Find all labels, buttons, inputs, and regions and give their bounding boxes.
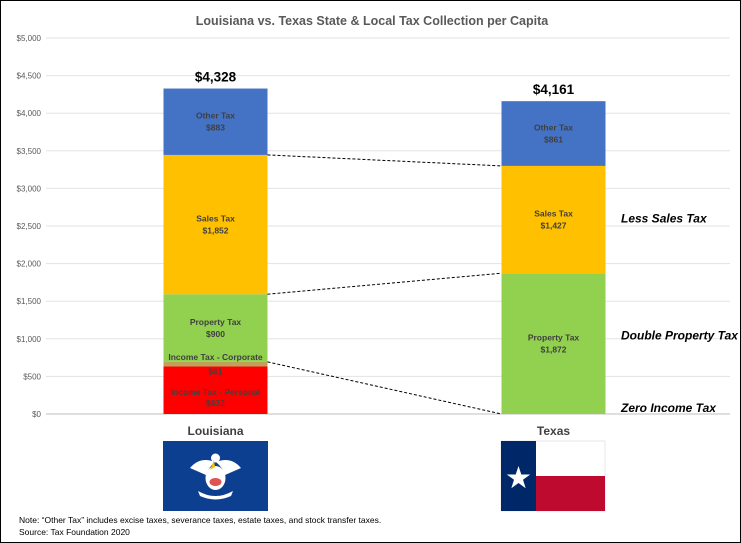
segment-value-label: $900 [206,329,225,339]
source-text: Source: Tax Foundation 2020 [19,527,130,537]
bar-total-label: $4,328 [195,70,237,85]
bar-segment [163,294,268,362]
y-tick-label: $2,500 [17,222,42,231]
segment-name-label: Sales Tax [534,209,573,219]
annotations: Less Sales Tax Double Property Tax Zero In… [620,212,739,415]
segment-name-label: Other Tax [196,111,235,121]
segment-name-label: Property Tax [528,333,580,343]
y-tick-label: $4,000 [17,109,42,118]
louisiana-flag-pelican-icon [163,441,268,511]
connector-property-top [267,272,502,295]
texas-flag-icon [500,440,606,512]
connector-sales-top [267,154,502,167]
bar-segment [163,154,268,295]
gridlines [46,37,730,415]
y-tick-label: $5,000 [17,34,42,43]
bar-segment [501,273,606,414]
segment-name-label: Income Tax - Personal [171,387,261,397]
bar-segment [163,366,268,414]
annotation-text: Zero Income Tax [620,401,717,415]
segment-value-label: $61 [208,366,222,376]
bar-segment [501,165,606,274]
segment-name-label: Property Tax [190,317,242,327]
annotation-text: Double Property Tax [621,329,739,343]
segment-value-label: $1,427 [541,221,567,231]
category-label: Louisiana [187,424,243,438]
y-tick-label: $3,500 [17,147,42,156]
connector-income-top [267,361,502,415]
category-label: Texas [537,424,570,438]
segment-name-label: Other Tax [534,123,573,133]
segment-value-label: $1,872 [541,345,567,355]
y-tick-label: $500 [23,372,41,381]
bar-segment [501,101,606,166]
segment-value-label: $883 [206,123,225,133]
chart-title: Louisiana vs. Texas State & Local Tax Co… [196,14,549,28]
note-text: Note: “Other Tax” includes excise taxes,… [19,515,382,525]
segment-labels: Income Tax - Personal$632 Income Tax - Co… [168,111,579,409]
y-tick-label: $0 [32,410,41,419]
segment-value-label: $861 [544,135,563,145]
segment-value-label: $1,852 [203,226,229,236]
y-axis-ticks: $0 $500 $1,000 $1,500 $2,000 $2,500 $3,000 $3,5… [17,34,42,419]
annotation-text: Less Sales Tax [621,212,708,226]
segment-name-label: Income Tax - Corporate [168,352,263,362]
y-tick-label: $2,000 [17,260,42,269]
stacked-bars [163,88,606,414]
bar-totals: $4,328 $4,161 [195,70,575,98]
connector-lines [267,154,502,415]
y-tick-label: $4,500 [17,72,42,81]
bar-segment [163,88,268,155]
category-labels: Louisiana Texas [187,424,570,438]
bar-total-label: $4,161 [533,82,575,97]
y-tick-label: $3,000 [17,184,42,193]
y-tick-label: $1,000 [17,335,42,344]
segment-value-label: $632 [206,398,225,408]
bar-segment [163,361,268,367]
y-tick-label: $1,500 [17,297,42,306]
segment-name-label: Sales Tax [196,214,235,224]
